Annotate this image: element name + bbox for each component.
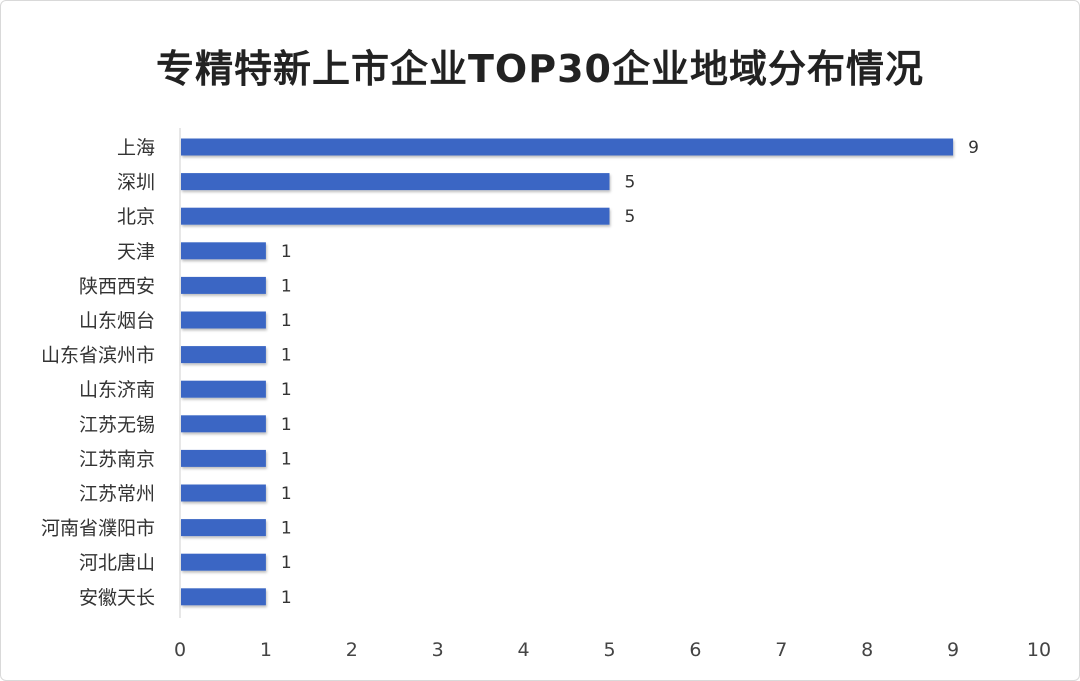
bar [181,242,266,260]
data-label: 1 [281,311,292,331]
category-label: 山东济南 [79,379,155,401]
category-label: 山东烟台 [79,310,155,332]
category-label: 上海 [117,137,155,159]
x-tick-label: 4 [518,639,530,661]
bar [181,311,266,329]
bar [181,519,266,537]
x-tick-label: 8 [861,639,873,661]
data-label: 5 [625,207,636,227]
data-label: 9 [968,138,979,158]
category-label: 深圳 [117,172,155,194]
x-tick-label: 9 [947,639,959,661]
bar [181,276,266,294]
x-tick-label: 2 [346,639,358,661]
data-label: 1 [281,242,292,262]
data-label: 1 [281,346,292,366]
labels-layer: 上海 9 深圳 5 北京 5 天津 1 陕西西安 1 山东烟台 1 山东省滨州市 1 山东济南 1 江苏无锡 1 江… [41,137,979,609]
x-tick-label: 3 [432,639,444,661]
bar [181,138,954,156]
category-label: 江苏常州 [79,483,155,505]
x-tick-label: 10 [1027,639,1051,661]
data-label: 1 [281,484,292,504]
bar [181,449,266,467]
data-label: 1 [281,449,292,469]
data-label: 1 [281,276,292,296]
data-label: 1 [281,553,292,573]
data-label: 1 [281,588,292,608]
x-tick-label: 5 [603,639,615,661]
bars-layer [181,138,954,606]
category-label: 河北唐山 [79,552,155,574]
bar [181,415,266,433]
bar [181,588,266,606]
bar [181,207,610,225]
bar [181,484,266,502]
bar [181,173,610,191]
category-label: 江苏南京 [79,448,155,470]
data-label: 1 [281,519,292,539]
data-label: 5 [625,173,636,193]
x-tick-label: 1 [260,639,272,661]
x-tick-label: 0 [174,639,186,661]
x-tick-label: 7 [775,639,787,661]
category-label: 河南省濮阳市 [41,518,155,540]
axis-layer: 0 1 2 3 4 5 6 7 8 9 10 [174,128,1051,661]
data-label: 1 [281,380,292,400]
category-label: 北京 [117,206,155,228]
bar [181,553,266,571]
category-label: 山东省滨州市 [41,345,155,367]
x-tick-label: 6 [689,639,701,661]
bar [181,346,266,364]
category-label: 天津 [117,241,155,263]
category-label: 江苏无锡 [79,414,155,436]
chart-title: 专精特新上市企业TOP30企业地域分布情况 [156,47,924,91]
data-label: 1 [281,415,292,435]
category-label: 安徽天长 [79,587,155,609]
bar [181,380,266,398]
category-label: 陕西西安 [79,275,155,297]
